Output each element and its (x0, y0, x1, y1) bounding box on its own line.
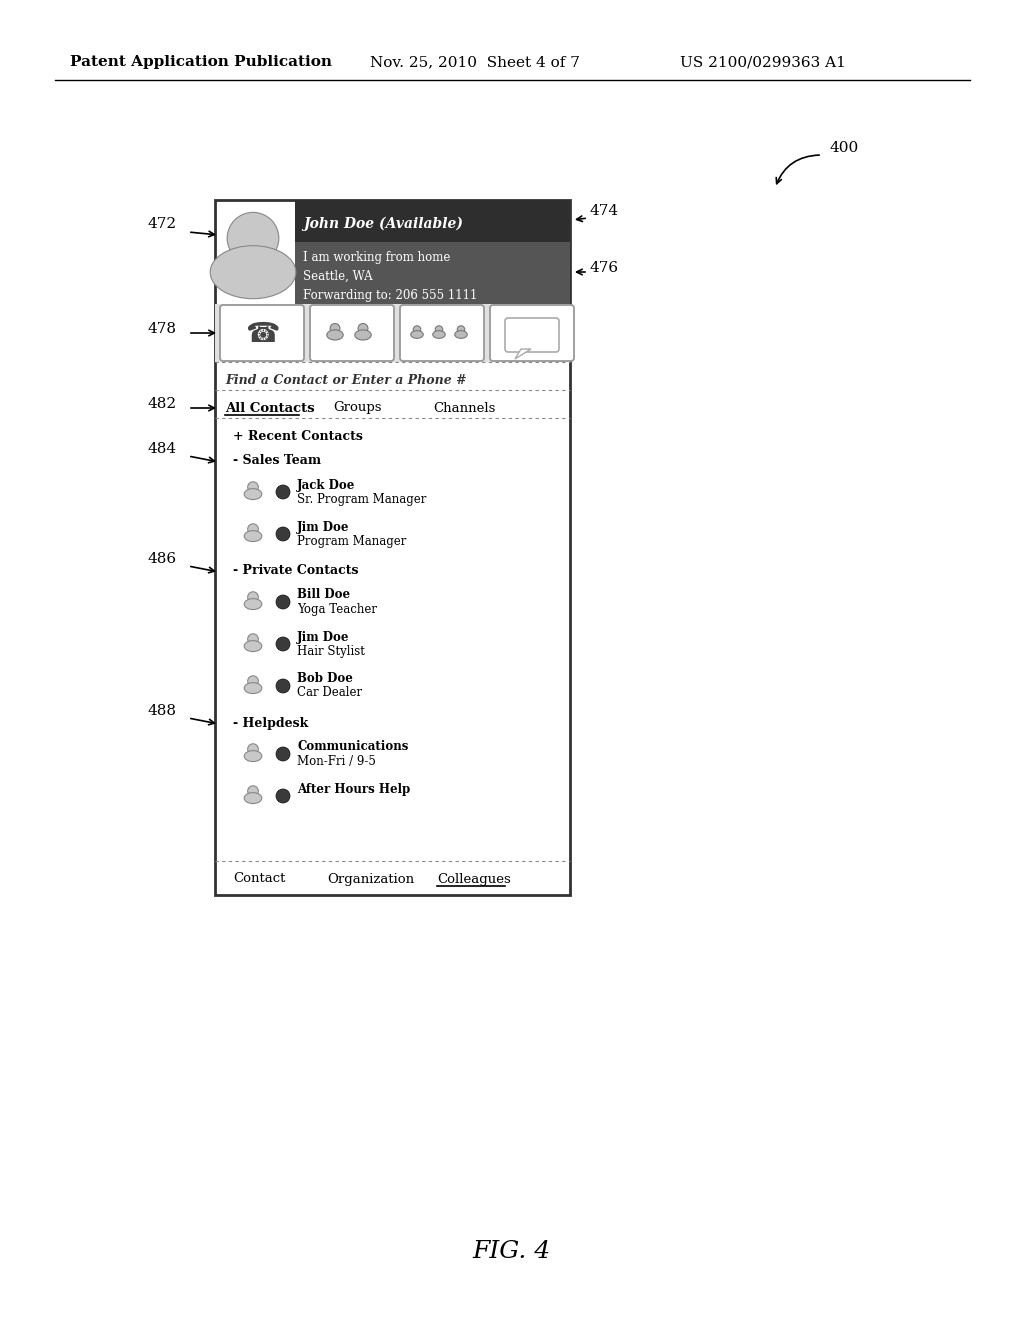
FancyBboxPatch shape (215, 304, 570, 362)
Circle shape (276, 484, 290, 499)
Text: Jack Doe: Jack Doe (297, 479, 355, 491)
Circle shape (414, 326, 421, 333)
Ellipse shape (455, 330, 467, 338)
Text: 486: 486 (148, 552, 177, 566)
Ellipse shape (244, 640, 262, 652)
Text: Colleagues: Colleagues (437, 873, 511, 886)
Ellipse shape (210, 246, 296, 298)
Circle shape (248, 785, 258, 796)
Ellipse shape (244, 751, 262, 762)
Text: Hair Stylist: Hair Stylist (297, 644, 365, 657)
Text: + Recent Contacts: + Recent Contacts (233, 430, 362, 444)
Ellipse shape (354, 330, 371, 341)
FancyBboxPatch shape (295, 242, 570, 304)
Circle shape (435, 326, 442, 333)
Text: 472: 472 (148, 216, 177, 231)
FancyBboxPatch shape (310, 305, 394, 360)
Circle shape (248, 676, 258, 686)
Text: Jim Doe: Jim Doe (297, 520, 349, 533)
Text: Nov. 25, 2010  Sheet 4 of 7: Nov. 25, 2010 Sheet 4 of 7 (370, 55, 580, 69)
FancyBboxPatch shape (400, 305, 484, 360)
Text: Program Manager: Program Manager (297, 535, 407, 548)
Text: 474: 474 (590, 205, 620, 218)
Text: All Contacts: All Contacts (225, 401, 314, 414)
Text: Seattle, WA: Seattle, WA (303, 269, 373, 282)
Text: Bill Doe: Bill Doe (297, 589, 350, 602)
Ellipse shape (433, 330, 445, 338)
Ellipse shape (244, 488, 262, 499)
Text: Bob Doe: Bob Doe (297, 672, 353, 685)
Text: I am working from home: I am working from home (303, 252, 451, 264)
Ellipse shape (244, 599, 262, 610)
FancyBboxPatch shape (220, 305, 304, 360)
Text: 482: 482 (148, 397, 177, 411)
Ellipse shape (411, 330, 423, 338)
Text: Find a Contact or Enter a Phone #: Find a Contact or Enter a Phone # (225, 374, 467, 387)
Circle shape (248, 482, 258, 492)
Circle shape (276, 678, 290, 693)
FancyBboxPatch shape (505, 318, 559, 352)
Text: Car Dealer: Car Dealer (297, 686, 362, 700)
Text: 400: 400 (830, 141, 859, 154)
Ellipse shape (244, 531, 262, 541)
Circle shape (248, 591, 258, 602)
Circle shape (248, 524, 258, 535)
Text: Jim Doe: Jim Doe (297, 631, 349, 644)
Circle shape (276, 638, 290, 651)
Polygon shape (515, 348, 531, 359)
Text: Yoga Teacher: Yoga Teacher (297, 602, 377, 615)
Text: - Helpdesk: - Helpdesk (233, 717, 308, 730)
Circle shape (330, 323, 340, 334)
Text: Sr. Program Manager: Sr. Program Manager (297, 492, 426, 506)
Text: - Sales Team: - Sales Team (233, 454, 322, 467)
Text: John Doe (Available): John Doe (Available) (303, 216, 463, 231)
Circle shape (276, 789, 290, 803)
Circle shape (227, 213, 279, 264)
Text: 478: 478 (148, 322, 177, 337)
Text: Groups: Groups (333, 401, 382, 414)
Circle shape (276, 747, 290, 762)
Ellipse shape (244, 682, 262, 693)
FancyBboxPatch shape (490, 305, 574, 360)
Text: Communications: Communications (297, 741, 409, 754)
Ellipse shape (244, 792, 262, 804)
FancyBboxPatch shape (295, 201, 570, 242)
Circle shape (276, 527, 290, 541)
Circle shape (458, 326, 465, 333)
Ellipse shape (327, 330, 343, 341)
Text: After Hours Help: After Hours Help (297, 783, 411, 796)
FancyBboxPatch shape (215, 201, 570, 895)
Circle shape (248, 634, 258, 644)
Text: 484: 484 (148, 442, 177, 455)
Text: - Private Contacts: - Private Contacts (233, 565, 358, 578)
Text: ☎: ☎ (245, 319, 280, 348)
Text: 488: 488 (148, 704, 177, 718)
Text: Mon-Fri / 9-5: Mon-Fri / 9-5 (297, 755, 376, 767)
Text: Forwarding to: 206 555 1111: Forwarding to: 206 555 1111 (303, 289, 477, 301)
Text: Contact: Contact (233, 873, 286, 886)
Text: Patent Application Publication: Patent Application Publication (70, 55, 332, 69)
Circle shape (358, 323, 368, 334)
Text: Organization: Organization (327, 873, 414, 886)
Text: FIG. 4: FIG. 4 (473, 1241, 551, 1263)
Text: US 2100/0299363 A1: US 2100/0299363 A1 (680, 55, 846, 69)
Circle shape (276, 595, 290, 609)
Text: Channels: Channels (433, 401, 496, 414)
Circle shape (248, 743, 258, 755)
Text: 476: 476 (590, 261, 620, 275)
